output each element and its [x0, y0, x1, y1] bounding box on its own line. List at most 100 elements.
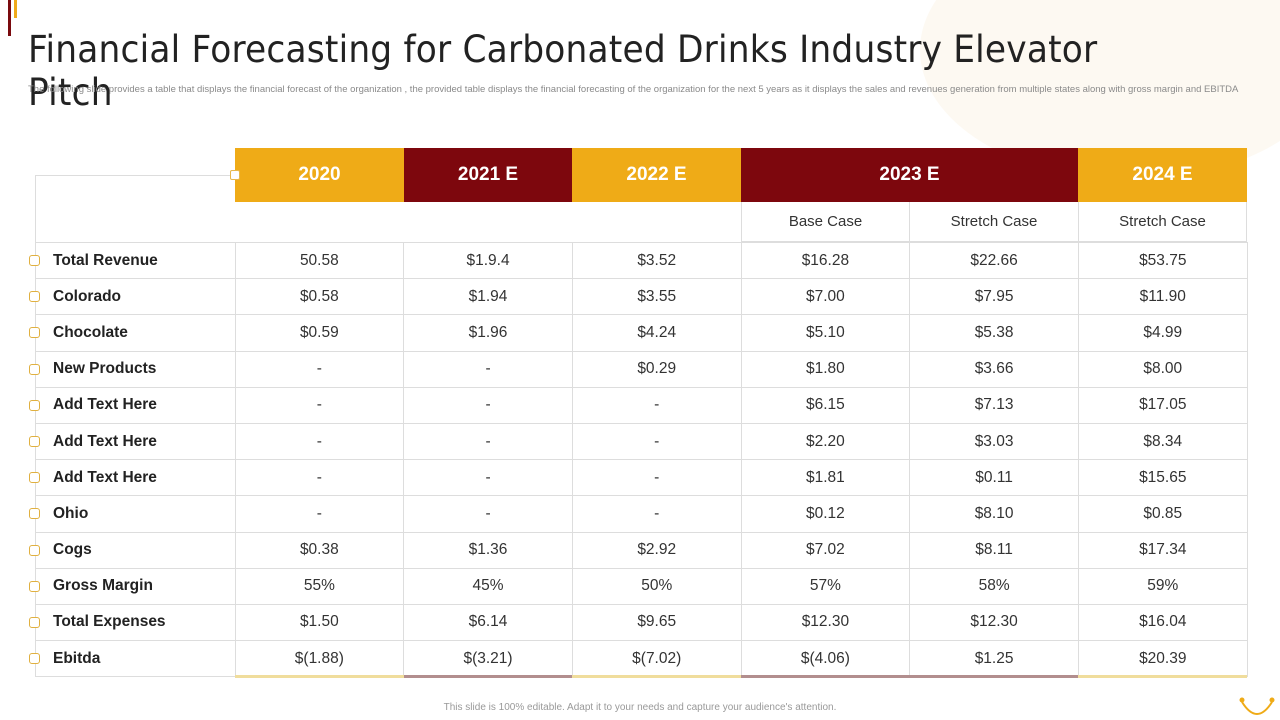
table-cell: $0.59 — [234, 314, 405, 352]
table-cell: $5.38 — [909, 314, 1079, 352]
table-row: Ohio - - - $0.12 $8.10 $0.85 — [29, 495, 1248, 533]
bullet-icon — [29, 291, 40, 303]
bullet-icon — [29, 544, 40, 556]
table-row: Total Revenue 50.58 $1.9.4 $3.52 $16.28 $22.6… — [29, 241, 1248, 280]
bullet-icon — [29, 580, 40, 592]
table-cell: $9.65 — [571, 603, 742, 642]
table-cell: $2.92 — [571, 531, 742, 569]
table-cell: 50% — [571, 567, 742, 605]
bullet-icon — [29, 399, 40, 411]
table-cell: - — [403, 459, 573, 497]
row-label: Total Revenue — [29, 241, 236, 280]
table-cell: $1.96 — [403, 314, 573, 352]
table-cell: $7.13 — [909, 386, 1079, 424]
table-cell: $16.04 — [1077, 603, 1248, 642]
table-cell: $(4.06) — [740, 640, 911, 678]
table-cell: - — [403, 350, 573, 388]
table-row: Cogs $0.38 $1.36 $2.92 $7.02 $8.11 $17.34 — [29, 531, 1248, 569]
accent-bar — [14, 0, 17, 18]
table-cell: $11.90 — [1077, 278, 1248, 316]
bullet-icon — [29, 363, 40, 375]
row-label: Gross Margin — [29, 567, 236, 605]
bullet-icon — [29, 255, 40, 266]
table-cell: $8.34 — [1077, 422, 1248, 461]
table-cell: $6.15 — [740, 386, 911, 424]
table-cell: 58% — [909, 567, 1079, 605]
table-cell: $3.55 — [571, 278, 742, 316]
table-cell: $22.66 — [909, 241, 1079, 280]
table-cell: 45% — [403, 567, 573, 605]
row-label: Total Expenses — [29, 603, 236, 642]
bullet-icon — [29, 472, 40, 484]
table-cell: $5.10 — [740, 314, 911, 352]
row-label: Colorado — [29, 278, 236, 316]
table-cell: $1.94 — [403, 278, 573, 316]
table-cell: $2.20 — [740, 422, 911, 461]
subheader-stretch-case: Stretch Case — [909, 202, 1078, 242]
row-label-text: Chocolate — [53, 323, 128, 341]
table-row: New Products - - $0.29 $1.80 $3.66 $8.00 — [29, 350, 1248, 388]
table-cell: $4.24 — [571, 314, 742, 352]
table-cell: $1.50 — [234, 603, 405, 642]
table-cell: - — [234, 422, 405, 461]
row-label-text: Add Text Here — [53, 432, 157, 450]
row-label-text: Add Text Here — [53, 468, 157, 486]
bullet-icon — [29, 327, 40, 339]
table-cell: $0.85 — [1077, 495, 1248, 533]
table-cell: $8.10 — [909, 495, 1079, 533]
table-cell: $17.05 — [1077, 386, 1248, 424]
table-cell: $0.12 — [740, 495, 911, 533]
row-label-text: Ohio — [53, 504, 89, 522]
table-cell: $0.11 — [909, 459, 1079, 497]
table-cell: $4.99 — [1077, 314, 1248, 352]
table-cell: - — [571, 459, 742, 497]
row-label: Add Text Here — [29, 459, 236, 497]
bullet-icon — [29, 508, 40, 520]
table-cell: 57% — [740, 567, 911, 605]
header-2020: 2020 — [235, 148, 404, 202]
accent-bar — [8, 0, 11, 36]
column-underline — [572, 675, 741, 678]
row-label: New Products — [29, 350, 236, 388]
bullet-icon — [29, 653, 40, 665]
column-underline — [741, 675, 1078, 678]
subheader-base-case: Base Case — [741, 202, 909, 242]
connector-knob — [230, 170, 240, 180]
table-cell: - — [571, 495, 742, 533]
header-2024: 2024 E — [1078, 148, 1247, 202]
table-cell: - — [571, 386, 742, 424]
row-label: Add Text Here — [29, 386, 236, 424]
table-cell: - — [234, 459, 405, 497]
column-underline — [1078, 675, 1247, 678]
table-cell: - — [403, 422, 573, 461]
table-cell: $1.9.4 — [403, 241, 573, 280]
table-cell: - — [403, 386, 573, 424]
table-cell: $3.03 — [909, 422, 1079, 461]
row-label: Add Text Here — [29, 422, 236, 461]
table-row: Add Text Here - - - $6.15 $7.13 $17.05 — [29, 386, 1248, 424]
table-cell: 59% — [1077, 567, 1248, 605]
table-cell: $16.28 — [740, 241, 911, 280]
table-cell: $12.30 — [909, 603, 1079, 642]
row-label-text: Colorado — [53, 287, 122, 305]
table-cell: $0.58 — [234, 278, 405, 316]
row-label-text: Total Revenue — [53, 251, 158, 269]
bullet-icon — [29, 616, 40, 628]
table-cell: $15.65 — [1077, 459, 1248, 497]
header-2023: 2023 E — [741, 148, 1078, 202]
table-cell: $17.34 — [1077, 531, 1248, 569]
row-label: Chocolate — [29, 314, 236, 352]
row-label: Ebitda — [29, 640, 236, 678]
row-label: Cogs — [29, 531, 236, 569]
column-underline — [235, 675, 404, 678]
table-cell: $0.38 — [234, 531, 405, 569]
table-cell: 55% — [234, 567, 405, 605]
table-cell: - — [571, 422, 742, 461]
forecast-table: Total Revenue 50.58 $1.9.4 $3.52 $16.28 $22.6… — [29, 241, 1248, 678]
table-cell: $8.11 — [909, 531, 1079, 569]
table-cell: $7.02 — [740, 531, 911, 569]
row-label-text: New Products — [53, 360, 157, 378]
table-row: Total Expenses $1.50 $6.14 $9.65 $12.30 $12.3… — [29, 603, 1248, 642]
table-cell: $1.80 — [740, 350, 911, 388]
header-2021: 2021 E — [404, 148, 572, 202]
